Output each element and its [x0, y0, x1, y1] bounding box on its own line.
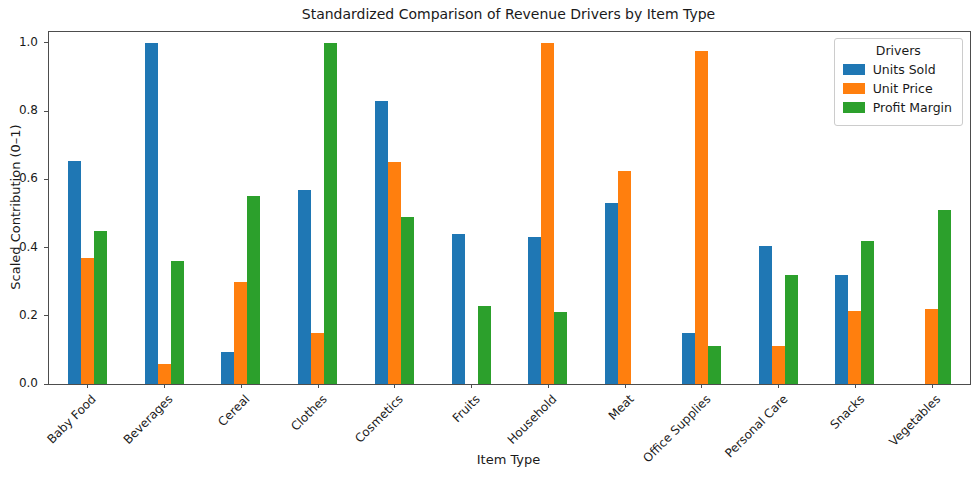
y-tick-mark	[44, 111, 48, 112]
bar-profit-margin	[861, 241, 874, 384]
legend-label: Profit Margin	[873, 100, 952, 115]
y-tick-label: 0.2	[0, 308, 38, 322]
y-tick-mark	[44, 315, 48, 316]
y-tick-label: 0.8	[0, 103, 38, 117]
x-tick-mark	[87, 384, 88, 388]
y-tick-mark	[44, 384, 48, 385]
x-tick-mark	[625, 384, 626, 388]
bar-profit-margin	[478, 306, 491, 384]
bar-unit-price	[695, 51, 708, 384]
y-tick-mark	[44, 42, 48, 43]
bar-profit-margin	[247, 196, 260, 384]
x-tick-label: Snacks	[827, 392, 867, 432]
x-tick-mark	[318, 384, 319, 388]
bar-units-sold	[605, 203, 618, 384]
bar-profit-margin	[94, 231, 107, 384]
bar-unit-price	[541, 43, 554, 384]
legend-items: Units Sold Unit Price Profit Margin	[843, 62, 952, 115]
x-tick-mark	[548, 384, 549, 388]
bar-unit-price	[772, 346, 785, 384]
legend-swatch-icon	[843, 83, 865, 94]
bar-profit-margin	[171, 261, 184, 384]
bar-units-sold	[68, 161, 81, 384]
y-axis-label: Scaled Contribution (0–1)	[8, 124, 23, 289]
bar-profit-margin	[785, 275, 798, 384]
bar-units-sold	[452, 234, 465, 384]
bar-unit-price	[848, 311, 861, 384]
bar-units-sold	[759, 246, 772, 384]
x-tick-label: Vegetables	[887, 392, 944, 449]
bar-profit-margin	[708, 346, 721, 384]
bar-unit-price	[158, 364, 171, 384]
legend-swatch-icon	[843, 102, 865, 113]
x-tick-label: Meat	[606, 392, 637, 423]
bar-profit-margin	[938, 210, 951, 384]
x-tick-label: Cereal	[216, 392, 253, 429]
y-tick-label: 0.4	[0, 240, 38, 254]
legend-label: Unit Price	[873, 81, 933, 96]
x-tick-label: Baby Food	[45, 392, 99, 446]
x-tick-mark	[394, 384, 395, 388]
legend-item: Profit Margin	[843, 100, 952, 115]
x-tick-mark	[932, 384, 933, 388]
chart-title: Standardized Comparison of Revenue Drive…	[48, 6, 969, 22]
x-axis-label: Item Type	[48, 452, 969, 467]
legend-item: Units Sold	[843, 62, 952, 77]
bar-units-sold	[835, 275, 848, 384]
bar-unit-price	[388, 162, 401, 384]
bar-units-sold	[221, 352, 234, 384]
x-tick-mark	[701, 384, 702, 388]
bar-units-sold	[375, 101, 388, 384]
x-tick-label: Clothes	[288, 392, 330, 434]
x-tick-label: Personal Care	[722, 392, 790, 460]
bar-unit-price	[311, 333, 324, 384]
bar-units-sold	[528, 237, 541, 384]
plot-area: Drivers Units Sold Unit Price Profit Margi…	[48, 31, 971, 385]
y-tick-label: 1.0	[0, 35, 38, 49]
bar-profit-margin	[554, 312, 567, 384]
x-tick-label: Cosmetics	[353, 392, 407, 446]
figure: Standardized Comparison of Revenue Drive…	[0, 0, 975, 484]
x-tick-label: Beverages	[121, 392, 176, 447]
y-tick-label: 0.6	[0, 171, 38, 185]
bar-units-sold	[298, 190, 311, 384]
legend-title: Drivers	[843, 43, 952, 58]
bar-profit-margin	[324, 43, 337, 384]
x-tick-mark	[855, 384, 856, 388]
legend-label: Units Sold	[873, 62, 936, 77]
legend-swatch-icon	[843, 64, 865, 75]
legend: Drivers Units Sold Unit Price Profit Margi…	[834, 38, 963, 126]
x-tick-label: Fruits	[450, 392, 483, 425]
y-tick-label: 0.0	[0, 376, 38, 390]
x-tick-label: Household	[505, 392, 560, 447]
bar-unit-price	[234, 282, 247, 384]
y-tick-mark	[44, 247, 48, 248]
y-tick-mark	[44, 179, 48, 180]
x-tick-mark	[241, 384, 242, 388]
x-tick-mark	[471, 384, 472, 388]
bar-units-sold	[145, 43, 158, 384]
x-tick-mark	[164, 384, 165, 388]
bar-unit-price	[618, 171, 631, 384]
bar-units-sold	[682, 333, 695, 384]
bar-profit-margin	[401, 217, 414, 384]
x-tick-mark	[778, 384, 779, 388]
legend-item: Unit Price	[843, 81, 952, 96]
bar-unit-price	[81, 258, 94, 384]
bar-unit-price	[925, 309, 938, 384]
